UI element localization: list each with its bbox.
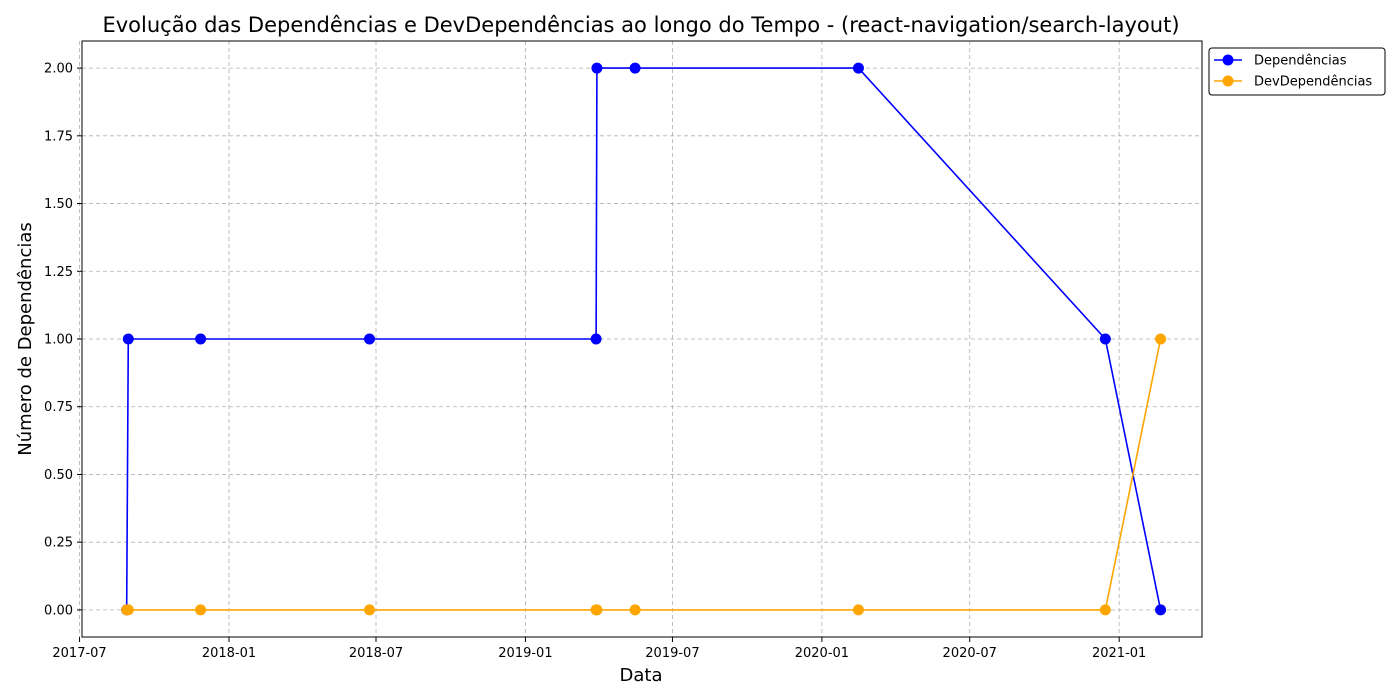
- data-point: [195, 333, 207, 345]
- data-point: [1155, 604, 1167, 616]
- x-tick-label: 2019-01: [498, 646, 552, 661]
- x-tick-label: 2017-07: [52, 646, 106, 661]
- x-axis-label: Data: [620, 665, 663, 686]
- series-layer: [121, 62, 1167, 616]
- data-point: [629, 62, 641, 74]
- legend-item: DevDependências: [1214, 75, 1372, 90]
- data-point: [591, 62, 603, 74]
- data-point: [591, 604, 603, 616]
- data-point: [1099, 333, 1111, 345]
- y-tick-label: 1.25: [44, 265, 73, 280]
- data-point: [1099, 604, 1111, 616]
- y-tick-label: 1.75: [44, 129, 73, 144]
- data-point: [1155, 333, 1167, 345]
- data-point: [590, 333, 602, 345]
- y-tick-label: 1.00: [44, 333, 73, 348]
- x-tick-label: 2020-07: [943, 646, 997, 661]
- legend-marker: [1222, 75, 1234, 87]
- data-point: [122, 333, 134, 345]
- legend-label: Dependências: [1254, 54, 1347, 69]
- x-tick-label: 2019-07: [645, 646, 699, 661]
- y-tick-label: 2.00: [44, 62, 73, 77]
- chart-title: Evolução das Dependências e DevDependênc…: [102, 13, 1179, 37]
- legend: Dependências DevDependências: [1208, 47, 1386, 96]
- data-point: [852, 62, 864, 74]
- y-tick-label: 0.75: [44, 400, 73, 415]
- x-tick-label: 2018-01: [202, 646, 256, 661]
- x-tick-label: 2018-07: [349, 646, 403, 661]
- y-axis-label: Número de Dependências: [15, 222, 36, 456]
- data-point: [122, 604, 134, 616]
- x-axis: 2017-07 2018-01 2018-07 2019-01 2019-07 2020-…: [52, 637, 1146, 661]
- series-devdependencias: [121, 333, 1167, 616]
- y-tick-label: 0.00: [44, 603, 73, 618]
- y-tick-label: 0.50: [44, 468, 73, 483]
- x-tick-label: 2020-01: [795, 646, 849, 661]
- legend-item: Dependências: [1214, 54, 1347, 69]
- y-tick-label: 0.25: [44, 536, 73, 551]
- data-point: [195, 604, 207, 616]
- legend-marker: [1222, 54, 1234, 66]
- data-point: [364, 604, 376, 616]
- data-point: [852, 604, 864, 616]
- data-point: [364, 333, 376, 345]
- legend-box: [1208, 47, 1386, 96]
- legend-label: DevDependências: [1254, 75, 1372, 90]
- data-point: [629, 604, 641, 616]
- y-tick-label: 1.50: [44, 197, 73, 212]
- x-tick-label: 2021-01: [1092, 646, 1146, 661]
- series-line: [125, 67, 1162, 611]
- y-axis: 0.00 0.25 0.50 0.75 1.00 1.25 1.50 1.75 2.00: [44, 62, 82, 618]
